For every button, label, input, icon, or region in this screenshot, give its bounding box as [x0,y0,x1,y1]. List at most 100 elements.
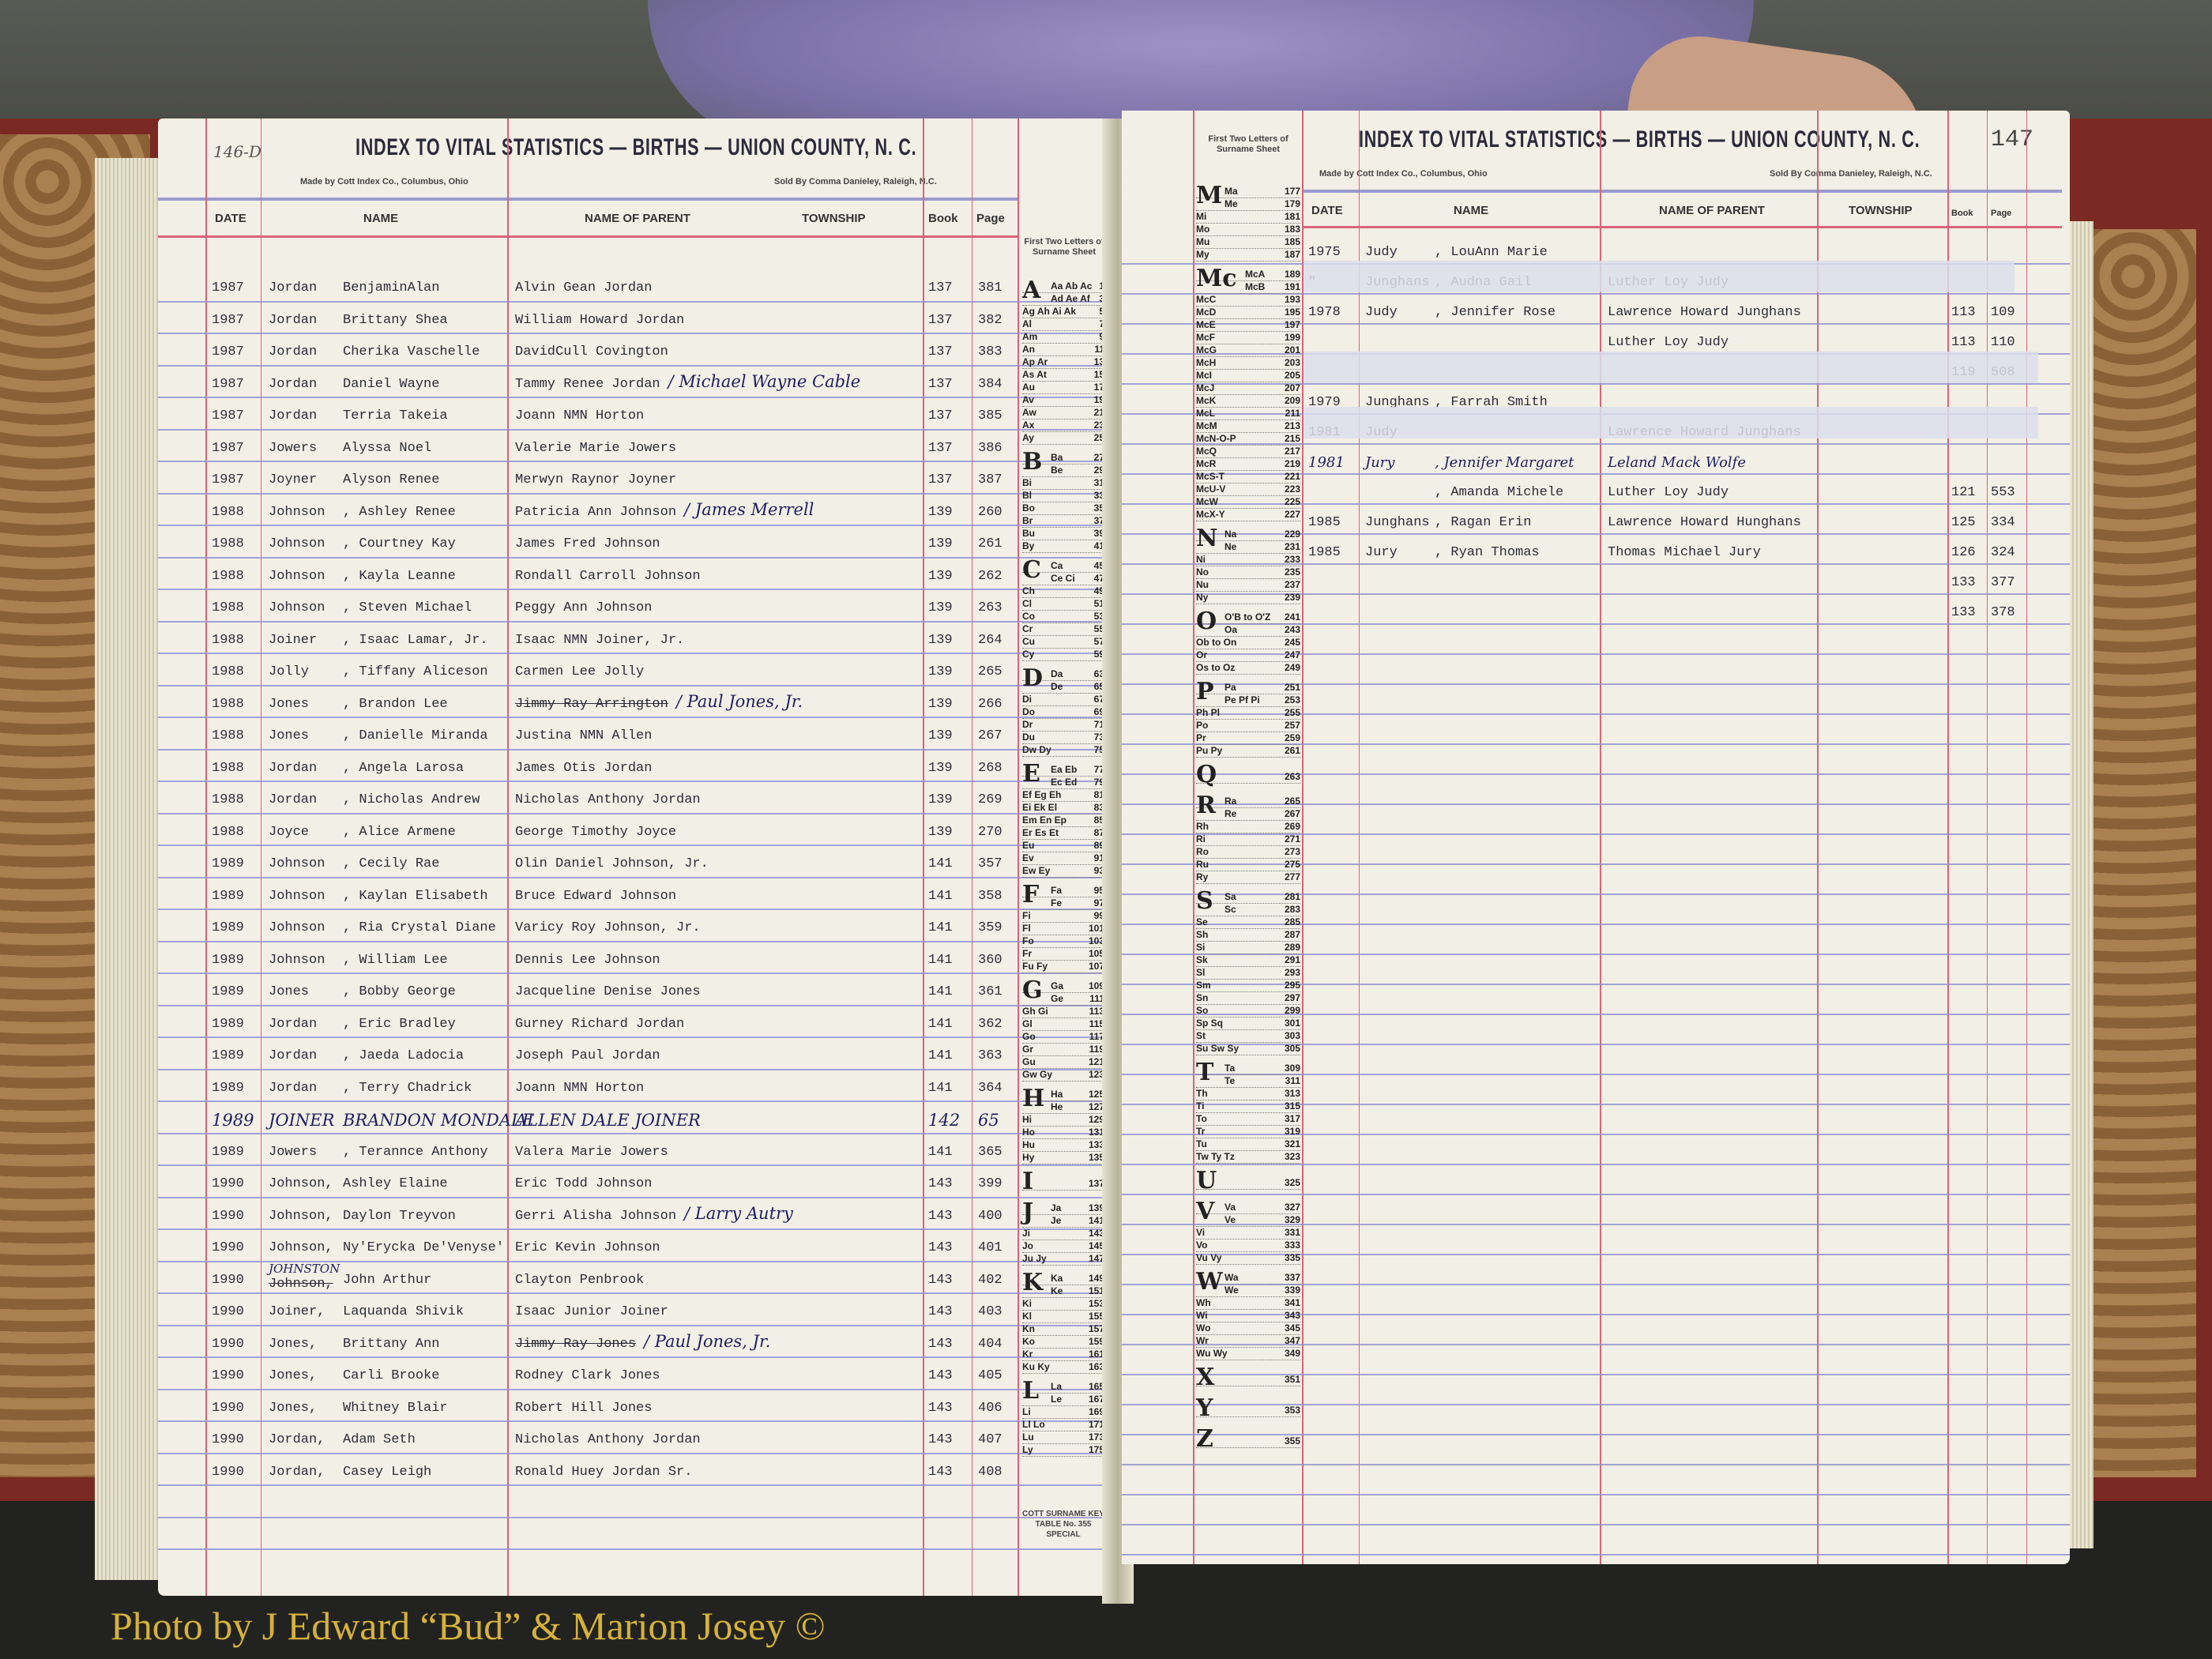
index-entry: Ru 275 [1196,859,1300,871]
header-rule [1304,190,2062,193]
index-entry: Je 141 [1022,1215,1104,1228]
index-letters: Ha [1051,1089,1063,1100]
index-sheet: 67 [1093,694,1104,705]
index-letters: Em En Ep [1022,814,1067,826]
parent-cell: James Otis Jordan [515,760,653,776]
index-letters: Le [1051,1394,1063,1405]
index-sheet: 119 [1089,1044,1104,1055]
given-name-cell: , Jennifer Margaret [1435,454,1574,471]
index-entry: 355 [1196,1429,1300,1448]
parent-cell-group: Joseph Paul Jordan [515,1048,660,1065]
index-letter: O [1196,608,1217,635]
parent-cell-group: Joann NMN Horton [515,1080,644,1097]
index-entry: De 65 [1022,681,1104,694]
book-cell: 139 [928,760,953,776]
row-rule [158,461,1114,462]
index-group: F Fa 95 Fe 97 Fi 99 Fl 101 Fo 103 Fr 105 Fu Fy 107 [1022,883,1104,973]
index-entry: Tr 319 [1196,1126,1300,1138]
index-letters: Am [1022,331,1038,342]
date-cell: 1990 [212,1400,244,1416]
index-letters: Ja [1051,1202,1062,1213]
index-entry: Sn 297 [1196,992,1300,1005]
index-letters: Bl [1022,490,1032,501]
book-cell: 137 [928,376,953,392]
index-entry: Pr 259 [1196,732,1300,745]
index-sheet: 153 [1088,1298,1104,1309]
index-letter: U [1196,1167,1217,1194]
index-letters: Wi [1196,1310,1208,1321]
index-entry: Co 53 [1022,611,1104,623]
index-sheet: 93 [1093,865,1104,876]
index-sheet: 345 [1284,1322,1300,1334]
index-letters: Fl [1022,923,1031,934]
index-letters: Ec Ed [1051,777,1078,788]
index-sheet: 3 [1099,293,1104,305]
index-sheet: 333 [1284,1240,1300,1251]
index-sheet: 103 [1088,935,1104,946]
table-row: 1990 JOHNSTON Johnson, John Arthur Clayton P… [158,1261,1114,1292]
index-entry: Ad Ae Af 3 [1022,293,1104,306]
index-entry: Ka 149 [1022,1273,1104,1285]
date-cell: 1987 [212,408,244,423]
parent-cell-group: Lawrence Howard Junghans [1608,304,1801,322]
index-sheet: 1 [1099,280,1104,292]
column-rule [1193,111,1194,1564]
index-entry: Th 313 [1196,1088,1300,1100]
index-letters: Ni [1196,554,1206,565]
row-rule [158,1292,1114,1294]
index-entry: Rh 269 [1196,821,1300,833]
index-sheet: 231 [1284,541,1300,552]
date-cell: 1978 [1308,305,1341,320]
given-name-cell: , Eric Bradley [343,1016,456,1032]
index-sheet: 337 [1284,1272,1300,1283]
index-sheet: 181 [1284,211,1300,222]
index-entry: Ph Pl 255 [1196,707,1300,720]
given-name-cell: , Steven Michael [343,600,472,615]
parent-cell: Nicholas Anthony Jordan [515,1432,701,1447]
index-entry: Bi 31 [1022,477,1104,490]
date-cell: 1979 [1308,395,1341,410]
index-entry: Kn 157 [1022,1323,1104,1336]
index-letter: Mc [1196,265,1237,292]
given-name-cell: Daylon Treyvon [343,1208,456,1224]
index-entry: Au 17 [1022,382,1104,394]
index-entry: Ea Eb 77 [1022,764,1104,777]
page-cell: 402 [978,1272,1003,1288]
index-sheet: 353 [1284,1405,1300,1416]
index-letters: Vo [1196,1240,1208,1251]
index-sheet: 203 [1284,357,1300,368]
index-sheet: 23 [1093,419,1104,431]
book-cell: 143 [928,1432,953,1447]
index-entry: Ob to On 245 [1196,637,1300,649]
index-letters: McI [1196,370,1213,381]
index-sheet: 163 [1088,1361,1104,1372]
index-letters: Cu [1022,636,1035,647]
index-letters: Mu [1196,236,1210,247]
index-letters: Kn [1022,1323,1035,1334]
index-sheet: 249 [1284,662,1300,673]
parent-cell-group: Isaac NMN Joiner, Jr. [515,632,684,649]
parent-cell-group: Justina NMN Allen [515,728,652,745]
table-row: 1988 Jones , Danielle Miranda Justina NMN A… [158,717,1114,748]
index-letters: No [1196,566,1209,577]
index-entry: Bl 33 [1022,490,1104,502]
index-sheet: 339 [1284,1285,1300,1296]
index-sheet: 291 [1284,954,1300,965]
index-letter: A [1022,276,1041,304]
surname-cell: Jordan [269,1080,318,1096]
index-letter: H [1022,1085,1045,1112]
index-entry: McR 219 [1196,458,1300,471]
parent-cell: Lawrence Howard Hunghans [1608,515,1801,530]
parent-cell-group: Eric Todd Johnson [515,1176,652,1193]
index-entry: Fe 97 [1022,897,1104,910]
parent-cell: Gerri Alisha Johnson [515,1208,677,1224]
index-entry: Na 229 [1196,529,1300,541]
column-rule [205,118,207,1596]
date-cell: 1987 [212,280,244,295]
given-name-cell: , Farrah Smith [1435,395,1548,410]
index-letters: Ro [1196,846,1209,857]
table-row: 1987 Jowers Alyssa Noel Valerie Marie Jower… [158,429,1114,461]
index-sheet: 199 [1284,332,1300,343]
index-letters: Pe Pf Pi [1224,694,1260,705]
parent-cell: Alvin Gean Jordan [515,280,653,295]
